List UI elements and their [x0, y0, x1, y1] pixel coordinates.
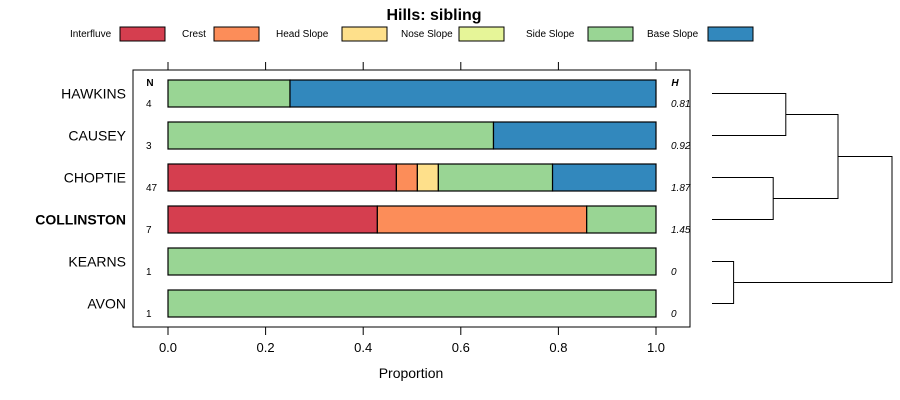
x-tick-label-4: 0.8	[549, 340, 567, 355]
row-avon: AVON 1 0	[87, 289, 677, 320]
top-axis-ticks	[167, 62, 657, 70]
row-h-choptie: 1.87	[671, 183, 691, 194]
row-n-hawkins: 4	[146, 99, 152, 110]
x-tick-label-5: 1.0	[647, 340, 665, 355]
dendrogram	[712, 93, 893, 304]
legend-label-base-slope: Base Slope	[647, 29, 699, 40]
row-hawkins: HAWKINS 4 0.81	[61, 79, 690, 110]
bar-avon-side-slope	[167, 289, 657, 318]
row-h-avon: 0	[671, 309, 677, 320]
dendro-link-kearns-avon	[712, 261, 735, 304]
legend-swatch-crest	[213, 26, 260, 42]
row-label-causey: CAUSEY	[68, 128, 126, 144]
plot-frame	[132, 69, 691, 328]
bar-hawkins-side-slope	[167, 79, 291, 108]
h-column-header: H	[671, 78, 679, 89]
bar-kearns-side-slope	[167, 247, 657, 276]
legend-label-nose-slope: Nose Slope	[401, 29, 453, 40]
row-label-hawkins: HAWKINS	[61, 86, 126, 102]
row-n-choptie: 47	[146, 183, 158, 194]
legend-swatch-nose-slope	[458, 26, 505, 42]
row-h-causey: 0.92	[671, 141, 691, 152]
row-h-collinston: 1.45	[671, 225, 691, 236]
x-axis-label: Proportion	[379, 365, 444, 381]
n-column-header: N	[146, 78, 153, 89]
legend-swatch-head-slope	[341, 26, 388, 42]
bar-collinston-crest	[376, 205, 588, 234]
row-n-causey: 3	[146, 141, 152, 152]
row-choptie: CHOPTIE 47 1.87	[64, 163, 691, 194]
legend-swatch-base-slope	[707, 26, 754, 42]
bar-choptie-head-slope	[416, 163, 439, 192]
row-collinston: COLLINSTON 7 1.45	[35, 205, 691, 236]
legend-label-crest: Crest	[182, 29, 206, 40]
legend-label-interfluve: Interfluve	[70, 29, 112, 40]
dendro-link-root	[733, 156, 893, 283]
legend-swatch-side-slope	[587, 26, 634, 42]
row-label-avon: AVON	[87, 296, 126, 312]
legend: Interfluve Crest Head Slope Nose Slope Side …	[70, 26, 754, 42]
x-tick-label-2: 0.4	[354, 340, 372, 355]
x-tick-label-0: 0.0	[159, 340, 177, 355]
bar-choptie-crest	[395, 163, 418, 192]
row-h-kearns: 0	[671, 267, 677, 278]
bar-choptie-interfluve	[167, 163, 397, 192]
x-axis: 0.0 0.2 0.4 0.6 0.8 1.0	[159, 327, 665, 355]
row-kearns: KEARNS 1 0	[68, 247, 677, 278]
dendro-link-upper-cluster	[773, 114, 839, 199]
dendro-link-choptie-collinston	[712, 177, 774, 220]
row-n-collinston: 7	[146, 225, 152, 236]
x-tick-label-1: 0.2	[257, 340, 275, 355]
legend-label-head-slope: Head Slope	[276, 29, 329, 40]
row-n-kearns: 1	[146, 267, 152, 278]
bar-causey-base-slope	[492, 121, 657, 150]
legend-label-side-slope: Side Slope	[526, 29, 575, 40]
dendro-link-hawkins-causey	[712, 93, 787, 136]
legend-swatch-interfluve	[119, 26, 166, 42]
row-label-choptie: CHOPTIE	[64, 170, 126, 186]
x-tick-label-3: 0.6	[452, 340, 470, 355]
row-label-collinston: COLLINSTON	[35, 212, 126, 228]
bar-hawkins-base-slope	[289, 79, 657, 108]
bar-choptie-side-slope	[437, 163, 554, 192]
bar-choptie-base-slope	[551, 163, 657, 192]
bar-rows: HAWKINS 4 0.81 CAUSEY 3 0.92 CHOPTIE 47 1.87 COLL…	[35, 79, 691, 320]
bar-causey-side-slope	[167, 121, 495, 150]
bar-collinston-interfluve	[167, 205, 378, 234]
row-h-hawkins: 0.81	[671, 99, 690, 110]
chart-title: Hills: sibling	[386, 7, 481, 24]
bar-collinston-side-slope	[586, 205, 657, 234]
row-n-avon: 1	[146, 309, 152, 320]
row-causey: CAUSEY 3 0.92	[68, 121, 691, 152]
row-label-kearns: KEARNS	[68, 254, 126, 270]
